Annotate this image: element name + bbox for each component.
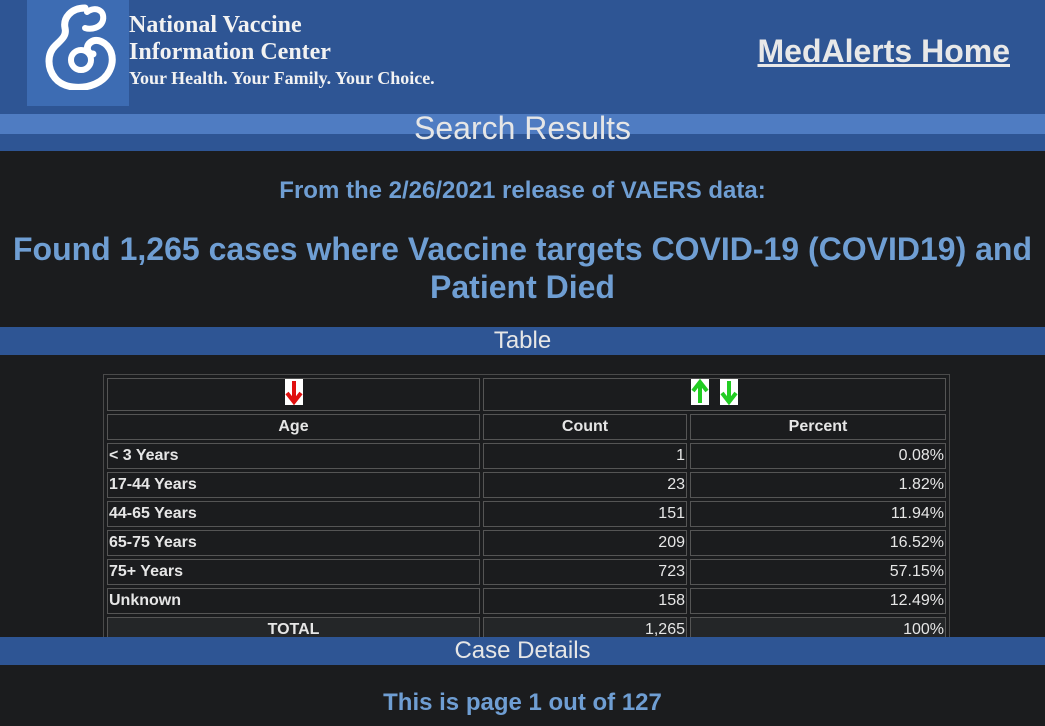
medalerts-home-link[interactable]: MedAlerts Home — [757, 33, 1011, 69]
case-details-band: Case Details — [0, 637, 1045, 665]
table-row: 44-65 Years 151 11.94% — [107, 501, 946, 527]
results-table: Age Count Percent < 3 Years 1 0.08% 17-4… — [103, 374, 950, 647]
sort-down-active-icon[interactable] — [284, 379, 303, 410]
col-header-count: Count — [483, 414, 687, 440]
row-label: < 3 Years — [107, 443, 480, 469]
row-count: 158 — [483, 588, 687, 614]
row-percent: 12.49% — [690, 588, 946, 614]
sort-down-icon[interactable] — [719, 379, 738, 410]
band-stripe — [0, 114, 1045, 134]
row-label: 65-75 Years — [107, 530, 480, 556]
table-header-row: Age Count Percent — [107, 414, 946, 440]
mother-child-logo-icon — [45, 4, 116, 90]
row-percent: 1.82% — [690, 472, 946, 498]
found-cases-heading: Found 1,265 cases where Vaccine targets … — [12, 231, 1033, 305]
col-header-percent: Percent — [690, 414, 946, 440]
search-results-heading: Search Results — [414, 110, 631, 146]
age-sort-cell — [107, 378, 480, 411]
row-count: 23 — [483, 472, 687, 498]
count-sort-cell — [483, 378, 946, 411]
table-row: < 3 Years 1 0.08% — [107, 443, 946, 469]
row-label: 17-44 Years — [107, 472, 480, 498]
org-tagline: Your Health. Your Family. Your Choice. — [129, 68, 435, 88]
search-results-band: Search Results — [0, 106, 1045, 151]
row-count: 209 — [483, 530, 687, 556]
org-name-line2: Information Center — [129, 39, 331, 65]
row-label: Unknown — [107, 588, 480, 614]
row-label: 44-65 Years — [107, 501, 480, 527]
table-row: 65-75 Years 209 16.52% — [107, 530, 946, 556]
table-band: Table — [0, 327, 1045, 355]
release-text: From the 2/26/2021 release of VAERS data… — [279, 177, 766, 204]
sort-up-icon[interactable] — [691, 378, 710, 410]
sort-controls-row — [107, 378, 946, 411]
row-percent: 11.94% — [690, 501, 946, 527]
row-count: 1 — [483, 443, 687, 469]
org-name: National Vaccine Information Center Your… — [129, 12, 435, 90]
nvic-logo[interactable] — [27, 0, 129, 106]
row-count: 723 — [483, 559, 687, 585]
row-label: 75+ Years — [107, 559, 480, 585]
row-percent: 16.52% — [690, 530, 946, 556]
row-percent: 0.08% — [690, 443, 946, 469]
page-indicator: This is page 1 out of 127 — [383, 689, 662, 716]
table-row: 17-44 Years 23 1.82% — [107, 472, 946, 498]
row-count: 151 — [483, 501, 687, 527]
org-name-line1: National Vaccine — [129, 12, 302, 38]
site-header: National Vaccine Information Center Your… — [0, 0, 1045, 106]
table-row: 75+ Years 723 57.15% — [107, 559, 946, 585]
case-details-heading: Case Details — [454, 637, 591, 664]
table-heading: Table — [493, 327, 552, 354]
table-row: Unknown 158 12.49% — [107, 588, 946, 614]
row-percent: 57.15% — [690, 559, 946, 585]
col-header-age: Age — [107, 414, 480, 440]
